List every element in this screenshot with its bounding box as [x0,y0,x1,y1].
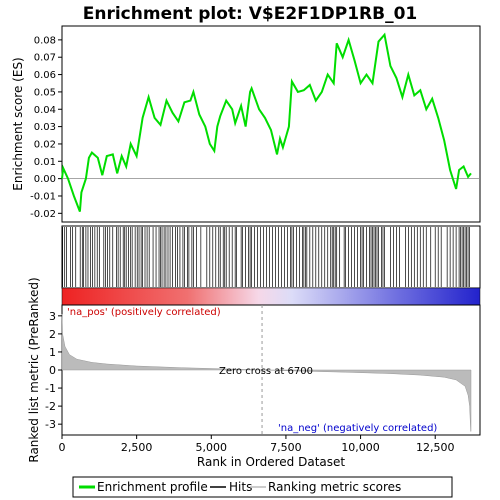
pos-correlated-label: 'na_pos' (positively correlated) [67,307,221,318]
es-y-tick-label: 0.02 [34,139,56,150]
metric-y-tick-label: -1 [45,382,56,395]
x-tick-label: 5,000 [196,441,228,454]
x-tick-label: 2,500 [121,441,153,454]
legend-profile-label: Enrichment profile [97,480,208,494]
metric-y-tick-label: 1 [49,346,56,359]
es-y-axis: -0.02 -0.01 0.00 0.01 0.02 0.03 0.04 0.05 0.06 0.… [30,35,62,220]
metric-y-tick-label: 0 [49,364,56,377]
legend-hits-label: Hits [229,480,252,494]
x-axis-label: Rank in Ordered Dataset [197,455,345,469]
chart-title: Enrichment plot: V$E2F1DP1RB_01 [83,4,418,24]
metric-y-tick-label: 2 [49,328,56,341]
metric-y-tick-label: -3 [45,418,56,431]
zero-cross-label: Zero cross at 6700 [219,366,313,377]
es-y-tick-label: 0.00 [34,174,56,185]
es-panel-frame [61,25,481,223]
x-tick-label: 7,500 [270,441,302,454]
rank-color-bar [61,287,481,306]
metric-y-axis: 3 2 1 0 -1 -2 -3 [45,310,62,431]
metric-y-tick-label: -2 [45,400,56,413]
es-y-tick-label: 0.03 [34,122,56,133]
neg-correlated-label: 'na_neg' (negatively correlated) [278,423,437,434]
es-y-tick-label: -0.02 [30,209,56,220]
hits-group [62,227,470,287]
es-y-tick-label: -0.01 [30,191,56,202]
es-y-tick-label: 0.07 [34,53,56,64]
metric-y-axis-label: Ranked list metric (PreRanked) [27,277,41,462]
x-tick-label: 10,000 [341,441,380,454]
es-y-tick-label: 0.01 [34,157,56,168]
ranked-metric-area [61,313,472,432]
hits-panel-frame [61,225,481,289]
enrichment-profile-line [61,32,472,212]
x-tick-label: 12,500 [416,441,455,454]
x-tick-label: 0 [59,441,66,454]
es-y-tick-label: 0.04 [34,105,56,116]
es-y-tick-label: 0.06 [34,70,56,81]
legend-metric-label: Ranking metric scores [268,480,401,494]
x-axis: 0 2,500 5,000 7,500 10,000 12,500 [59,435,455,454]
es-y-tick-label: 0.08 [34,35,56,46]
es-y-tick-label: 0.05 [34,87,56,98]
metric-y-tick-label: 3 [49,310,56,323]
es-y-axis-label: Enrichment score (ES) [11,57,25,190]
